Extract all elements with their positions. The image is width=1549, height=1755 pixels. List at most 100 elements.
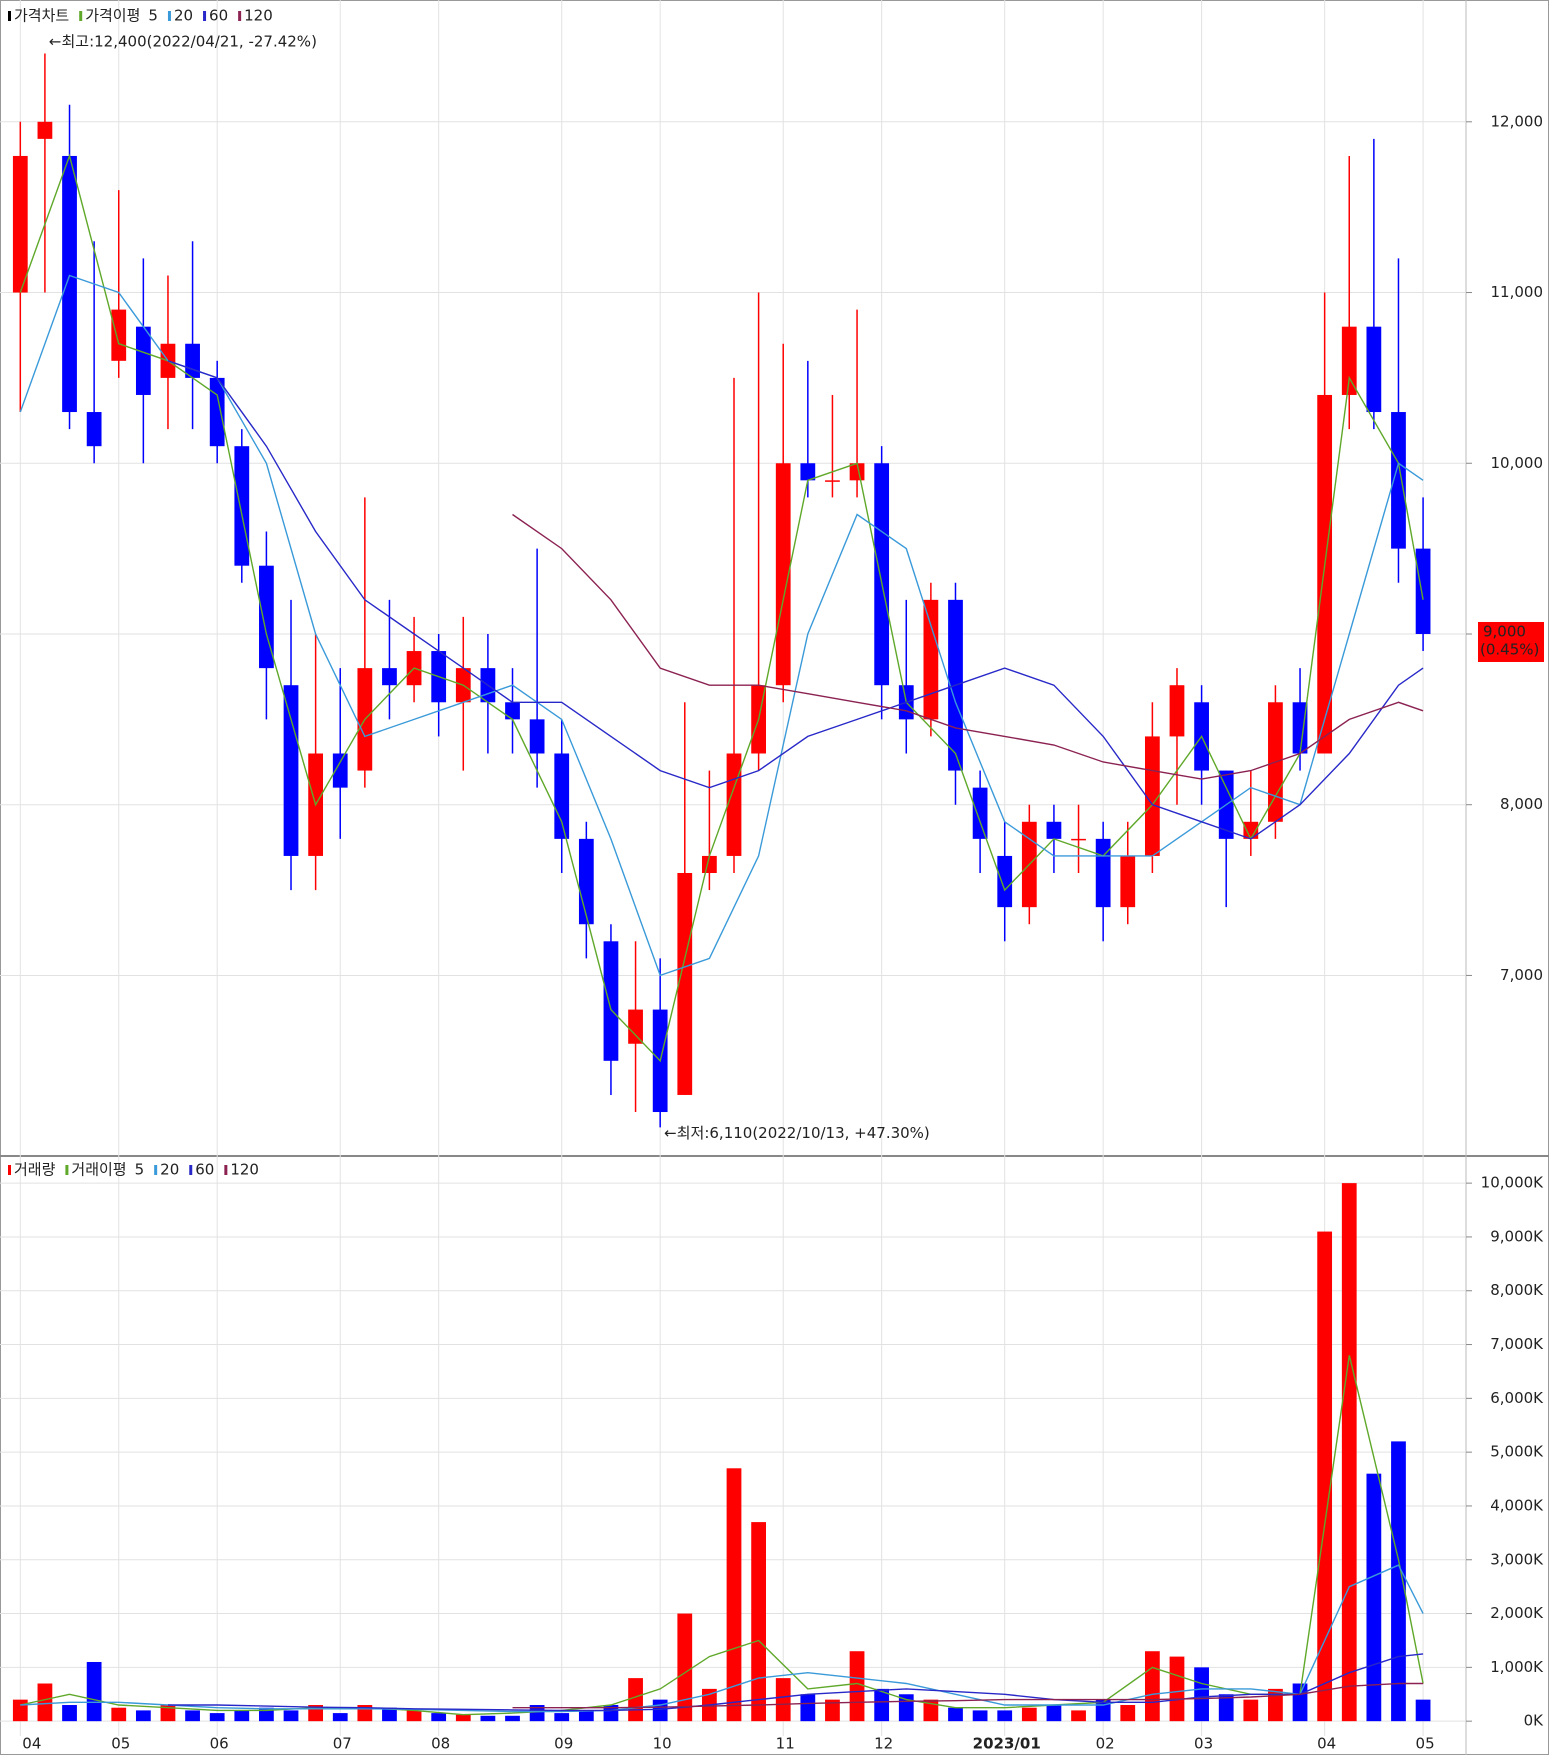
candle-body bbox=[1366, 326, 1382, 413]
legend-label: 거래이평 bbox=[71, 1161, 126, 1179]
volume-bar bbox=[1169, 1656, 1185, 1722]
candle-body bbox=[874, 463, 890, 686]
volume-bar bbox=[12, 1699, 28, 1722]
candle-body bbox=[677, 873, 693, 1095]
candle-body bbox=[283, 685, 299, 856]
volume-bar bbox=[603, 1705, 619, 1722]
candle-body bbox=[111, 309, 127, 361]
last-price-box bbox=[1478, 621, 1544, 662]
y-tick-label: 5,000K bbox=[1490, 1443, 1544, 1461]
volume-bar bbox=[997, 1710, 1013, 1722]
volume-bar bbox=[1341, 1183, 1357, 1722]
moving-average-line bbox=[19, 274, 1424, 977]
legend-label: 20 bbox=[160, 1161, 179, 1179]
candle-body bbox=[603, 941, 619, 1061]
last-price: 9,000 bbox=[1483, 622, 1526, 640]
x-tick-label: 07 bbox=[333, 1735, 352, 1753]
candle-body bbox=[1095, 838, 1111, 908]
candle-body bbox=[1144, 736, 1160, 856]
moving-average-line bbox=[20, 1355, 1424, 1716]
volume-bar bbox=[1071, 1710, 1086, 1722]
legend-swatch bbox=[224, 1165, 228, 1175]
legend-swatch bbox=[79, 11, 83, 21]
y-tick-label: 2,000K bbox=[1490, 1604, 1544, 1622]
candle-body bbox=[1391, 412, 1406, 549]
candle-body bbox=[578, 838, 594, 925]
volume-bar bbox=[209, 1713, 225, 1722]
candle-body bbox=[923, 599, 939, 720]
volume-bar bbox=[972, 1710, 988, 1722]
volume-bar bbox=[332, 1713, 348, 1722]
volume-bar bbox=[554, 1713, 570, 1722]
volume-bar bbox=[283, 1710, 299, 1722]
volume-bar bbox=[849, 1651, 865, 1722]
legend-swatch bbox=[8, 11, 11, 21]
y-tick-label: 10,000 bbox=[1491, 454, 1544, 472]
candle-body bbox=[1120, 855, 1136, 908]
volume-bar bbox=[1021, 1707, 1037, 1722]
x-tick-label: 11 bbox=[776, 1735, 795, 1753]
volume-bar bbox=[751, 1522, 766, 1722]
y-tick-label: 7,000 bbox=[1500, 966, 1543, 984]
volume-bar bbox=[578, 1710, 594, 1722]
moving-average-line bbox=[512, 1682, 1424, 1709]
y-tick-label: 1,000K bbox=[1490, 1658, 1544, 1676]
volume-bar bbox=[234, 1710, 250, 1722]
volume-bar bbox=[1415, 1699, 1431, 1722]
legend-swatch bbox=[238, 11, 242, 21]
legend-label: 5 bbox=[135, 1161, 145, 1179]
moving-average-line bbox=[167, 360, 1424, 840]
volume-bar bbox=[1366, 1473, 1382, 1722]
volume-bar bbox=[135, 1710, 151, 1722]
volume-bar bbox=[1046, 1705, 1062, 1722]
candle-body bbox=[86, 412, 102, 447]
candle-body bbox=[37, 121, 53, 139]
candle-body bbox=[628, 1009, 643, 1044]
candle-body bbox=[1169, 685, 1185, 737]
y-tick-label: 7,000K bbox=[1490, 1335, 1544, 1353]
candle-body bbox=[849, 463, 865, 481]
moving-average-line bbox=[20, 1564, 1424, 1713]
x-tick-label: 08 bbox=[431, 1735, 450, 1753]
volume-bar bbox=[948, 1707, 963, 1722]
legend-label: 60 bbox=[209, 7, 228, 25]
candle-body bbox=[185, 343, 200, 378]
moving-average-line bbox=[168, 1653, 1424, 1712]
candle-body bbox=[997, 855, 1013, 908]
legend-swatch bbox=[203, 11, 207, 21]
volume-bar bbox=[37, 1683, 53, 1722]
volume-bar bbox=[529, 1705, 545, 1722]
candle-body bbox=[529, 719, 545, 754]
candle-body bbox=[800, 463, 816, 481]
candle-body bbox=[1415, 548, 1431, 634]
candle-body bbox=[1243, 821, 1259, 839]
volume-bar bbox=[775, 1678, 791, 1722]
x-tick-label: 05 bbox=[1416, 1735, 1435, 1753]
legend-swatch bbox=[8, 1165, 11, 1175]
legend-label: 20 bbox=[174, 7, 193, 25]
low-annotation: ←최저:6,110(2022/10/13, +47.30%) bbox=[664, 1124, 930, 1142]
y-tick-label: 9,000K bbox=[1490, 1227, 1544, 1245]
volume-bar bbox=[923, 1699, 939, 1722]
volume-bar bbox=[185, 1710, 200, 1722]
volume-bar bbox=[505, 1715, 520, 1722]
candle-body bbox=[259, 565, 274, 669]
volume-bar bbox=[1391, 1441, 1406, 1722]
x-tick-label: 06 bbox=[210, 1735, 229, 1753]
volume-bar bbox=[86, 1661, 102, 1722]
y-tick-label: 3,000K bbox=[1490, 1550, 1544, 1568]
volume-bar bbox=[431, 1713, 447, 1722]
legend-label: 120 bbox=[230, 1161, 259, 1179]
candle-body bbox=[825, 480, 840, 482]
legend-swatch bbox=[189, 1165, 193, 1175]
volume-bar bbox=[628, 1678, 643, 1722]
volume-bar bbox=[1120, 1705, 1136, 1722]
legend-swatch bbox=[154, 1165, 158, 1175]
x-tick-label: 02 bbox=[1096, 1735, 1115, 1753]
candle-body bbox=[775, 463, 791, 686]
candle-body bbox=[1046, 821, 1062, 839]
legend-label: 5 bbox=[148, 7, 158, 25]
candle-body bbox=[382, 668, 397, 686]
volume-bar bbox=[800, 1694, 816, 1722]
